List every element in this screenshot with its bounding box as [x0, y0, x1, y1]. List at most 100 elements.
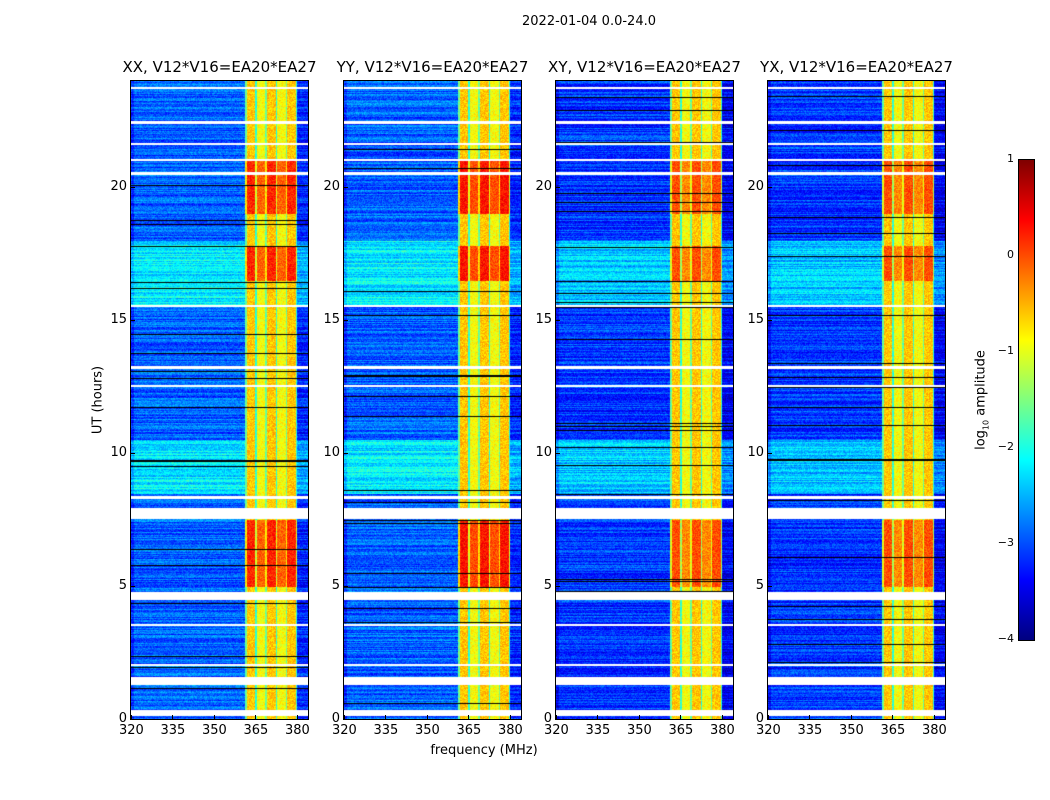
x-tick-mark — [509, 715, 511, 719]
x-tick-label: 380 — [284, 723, 310, 738]
heatmap-image — [768, 81, 945, 719]
y-tick-mark — [344, 453, 348, 455]
y-tick-label: 0 — [118, 711, 127, 726]
x-tick-label: 320 — [332, 723, 357, 738]
x-tick-label: 320 — [756, 723, 781, 738]
y-tick-mark — [556, 453, 560, 455]
x-tick-label: 380 — [497, 723, 523, 738]
colorbar-label-log: log — [973, 430, 989, 450]
y-tick-label: 10 — [535, 445, 552, 461]
x-tick-label: 320 — [119, 723, 144, 738]
y-tick-mark — [768, 586, 772, 588]
colorbar-label-suffix: amplitude — [973, 350, 989, 420]
x-tick-label: 380 — [921, 723, 947, 738]
y-tick-mark — [131, 453, 135, 455]
y-tick-mark — [344, 586, 348, 588]
y-tick-mark — [768, 320, 772, 322]
colorbar-tick-label: 0 — [1007, 248, 1014, 261]
heatmap-panel-4 — [767, 80, 946, 720]
x-tick-mark — [131, 715, 132, 719]
x-tick-mark — [721, 715, 723, 719]
x-tick-mark — [638, 715, 640, 719]
y-tick-label: 5 — [331, 578, 340, 594]
y-tick-mark — [768, 187, 772, 189]
x-tick-mark — [296, 715, 298, 719]
colorbar-tick-label: −3 — [997, 536, 1014, 549]
y-tick-label: 15 — [323, 312, 340, 328]
x-tick-mark — [556, 715, 557, 719]
panel-title: XX, V12*V16=EA20*EA27 — [122, 58, 317, 76]
panel-title: YY, V12*V16=EA20*EA27 — [336, 58, 529, 76]
x-tick-label: 335 — [585, 723, 611, 738]
y-axis-label: UT (hours) — [90, 365, 106, 435]
x-axis-label: frequency (MHz) — [430, 743, 538, 758]
colorbar-label-sub: 10 — [981, 419, 991, 431]
y-tick-label: 20 — [535, 179, 552, 195]
y-tick-label: 10 — [747, 445, 764, 461]
x-tick-label: 365 — [668, 723, 694, 738]
y-tick-mark — [131, 187, 135, 189]
y-tick-mark — [556, 320, 560, 322]
heatmap-image — [556, 81, 733, 719]
heatmap-panel-1 — [130, 80, 309, 720]
y-tick-label: 15 — [535, 312, 552, 328]
x-tick-label: 335 — [373, 723, 399, 738]
x-tick-mark — [933, 715, 935, 719]
y-tick-label: 20 — [110, 179, 127, 195]
heatmap-panel-2 — [343, 80, 522, 720]
y-tick-label: 0 — [543, 711, 552, 726]
x-tick-mark — [597, 715, 599, 719]
colorbar-label: log10 amplitude — [974, 350, 991, 450]
x-tick-label: 365 — [880, 723, 906, 738]
y-tick-label: 15 — [747, 312, 764, 328]
y-tick-mark — [556, 586, 560, 588]
x-tick-mark — [344, 715, 345, 719]
y-tick-mark — [768, 719, 772, 720]
y-tick-label: 5 — [755, 578, 764, 594]
colorbar-tick-label: −4 — [997, 632, 1014, 645]
x-tick-label: 320 — [544, 723, 569, 738]
y-tick-label: 5 — [543, 578, 552, 594]
y-tick-mark — [131, 719, 135, 720]
x-tick-label: 365 — [456, 723, 482, 738]
heatmap-image — [344, 81, 521, 719]
x-tick-label: 365 — [243, 723, 269, 738]
y-tick-label: 5 — [118, 578, 127, 594]
colorbar-tick-label: −2 — [997, 440, 1014, 453]
x-tick-mark — [385, 715, 387, 719]
y-tick-mark — [556, 187, 560, 189]
x-tick-mark — [468, 715, 470, 719]
colorbar-tick-label: −1 — [997, 344, 1014, 357]
heatmap-image — [131, 81, 308, 719]
x-tick-label: 350 — [201, 723, 227, 738]
x-tick-label: 380 — [709, 723, 735, 738]
y-tick-mark — [131, 586, 135, 588]
x-tick-label: 350 — [626, 723, 652, 738]
x-tick-mark — [892, 715, 894, 719]
y-tick-label: 0 — [331, 711, 340, 726]
y-tick-label: 20 — [323, 179, 340, 195]
x-tick-label: 350 — [414, 723, 440, 738]
y-tick-label: 20 — [747, 179, 764, 195]
x-tick-mark — [255, 715, 257, 719]
y-tick-mark — [131, 320, 135, 322]
y-tick-mark — [344, 719, 348, 720]
x-tick-label: 350 — [838, 723, 864, 738]
x-tick-mark — [426, 715, 428, 719]
x-tick-mark — [680, 715, 682, 719]
colorbar — [1018, 159, 1035, 641]
colorbar-tick-label: 1 — [1007, 152, 1014, 165]
x-tick-mark — [809, 715, 811, 719]
y-tick-mark — [344, 320, 348, 322]
x-tick-mark — [172, 715, 174, 719]
x-tick-mark — [213, 715, 215, 719]
x-tick-label: 335 — [160, 723, 186, 738]
y-tick-mark — [556, 719, 560, 720]
y-tick-label: 10 — [110, 445, 127, 461]
y-tick-mark — [768, 453, 772, 455]
x-tick-mark — [768, 715, 769, 719]
panel-title: XY, V12*V16=EA20*EA27 — [548, 58, 741, 76]
y-tick-label: 10 — [323, 445, 340, 461]
panel-title: YX, V12*V16=EA20*EA27 — [760, 58, 953, 76]
